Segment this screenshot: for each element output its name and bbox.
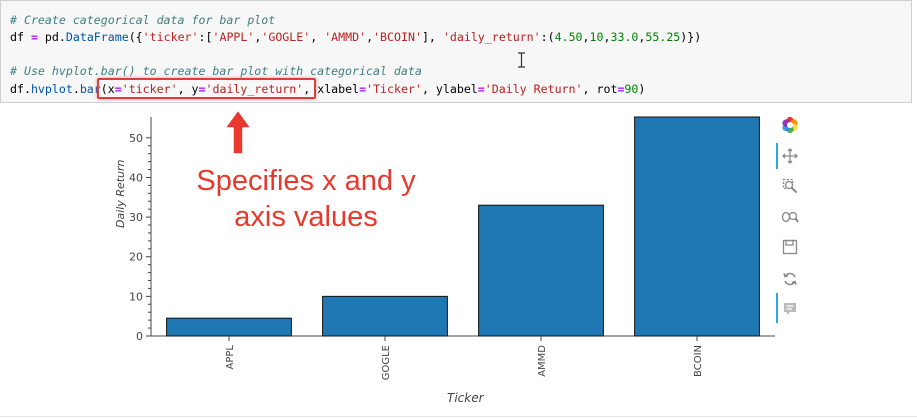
- annotation-arrow-icon: [224, 109, 252, 155]
- save-icon[interactable]: [780, 237, 800, 257]
- y-tick-label: 20: [129, 251, 143, 264]
- pan-icon[interactable]: [780, 146, 800, 166]
- reset-icon[interactable]: [780, 269, 800, 289]
- active-tool-indicator: [776, 143, 778, 169]
- xy-args-highlight: [97, 78, 316, 99]
- output-divider: [0, 416, 917, 417]
- plot-toolbar: [776, 113, 800, 328]
- code-line-dataframe: df = pd.DataFrame({'ticker':['APPL','GOG…: [10, 30, 702, 44]
- x-tick-label: AMMD: [537, 345, 548, 377]
- bokeh-logo-icon[interactable]: [780, 115, 800, 135]
- x-tick-label: BCOIN: [693, 345, 704, 377]
- text-cursor-icon: [518, 52, 525, 68]
- code-line-hvplot: df.hvplot.bar(x='ticker', y='daily_retur…: [10, 82, 646, 96]
- bar-gogle: [322, 295, 448, 337]
- x-tick-label: GOGLE: [381, 345, 392, 380]
- box-zoom-icon[interactable]: [780, 176, 800, 196]
- annotation-line-2: axis values: [234, 201, 378, 233]
- y-tick-label: 50: [129, 132, 143, 145]
- x-tick-label: APPL: [225, 345, 236, 370]
- y-tick-label: 10: [129, 290, 143, 303]
- bar-bcoin: [634, 116, 760, 337]
- bar-chart[interactable]: 0 10 20 30 40 50 APPL GOGLE AMMD BCOIN: [0, 105, 800, 418]
- y-tick-label: 40: [129, 171, 143, 184]
- annotation-line-1: Specifies x and y: [196, 165, 416, 197]
- y-tick-label: 0: [136, 330, 143, 343]
- active-tool-indicator-2: [776, 293, 778, 323]
- code-comment-1: # Create categorical data for bar plot: [10, 13, 276, 27]
- code-comment-2: # Use hvplot.bar() to create bar plot wi…: [10, 64, 422, 78]
- hover-icon[interactable]: [780, 299, 800, 319]
- code-cell[interactable]: # Create categorical data for bar plot d…: [0, 0, 912, 103]
- bar-ammd: [478, 204, 604, 337]
- y-tick-label: 30: [129, 211, 143, 224]
- y-axis-label: Daily Return: [114, 159, 127, 228]
- annotation-callout: Specifies x and y axis values: [176, 163, 436, 239]
- bar-appl: [166, 317, 292, 337]
- wheel-zoom-icon[interactable]: [780, 207, 800, 227]
- x-axis-label: Ticker: [447, 391, 484, 405]
